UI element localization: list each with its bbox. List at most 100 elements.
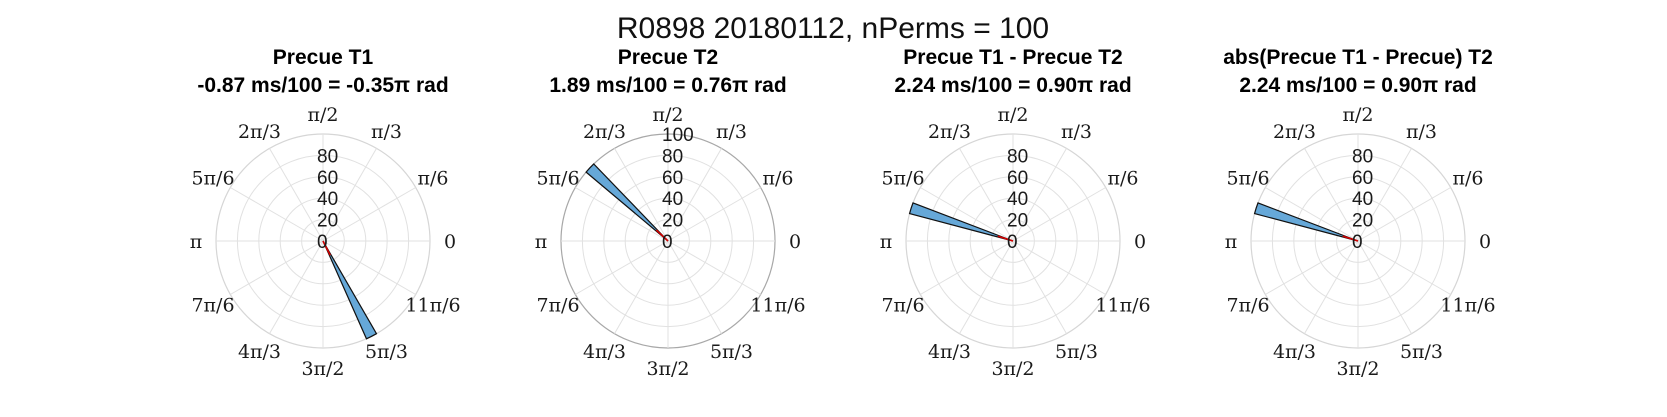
theta-tick-label: 0	[1134, 231, 1146, 253]
polar-chart-4: abs(Precue T1 - Precue) T2 2.24 ms/100 = …	[1223, 46, 1495, 380]
mean-angle-line	[1342, 235, 1359, 242]
chart-title: Precue T1	[273, 46, 374, 69]
chart-title: Precue T2	[618, 46, 718, 69]
r-tick-label: 20	[317, 211, 338, 232]
theta-tick-label: 5π/3	[710, 341, 753, 363]
theta-grid-spoke	[269, 240, 324, 334]
theta-grid-spoke	[1012, 240, 1067, 334]
histogram-wedge	[908, 202, 1014, 242]
r-tick-label: 40	[1352, 189, 1373, 210]
theta-grid-spoke	[230, 187, 324, 242]
mean-angle-line	[997, 235, 1014, 242]
theta-tick-label: π/2	[1343, 104, 1374, 126]
theta-tick-label: 5π/3	[1055, 341, 1098, 363]
theta-tick-label: 4π/3	[928, 341, 971, 363]
theta-tick-label: π/3	[1406, 121, 1437, 143]
theta-grid-spoke	[1265, 187, 1359, 242]
theta-tick-label: 11π/6	[750, 295, 805, 317]
theta-grid-spoke	[575, 240, 669, 295]
theta-grid-spoke	[1357, 148, 1412, 242]
theta-grid-spoke	[667, 240, 722, 334]
theta-grid-spoke	[920, 240, 1014, 295]
histogram-wedge	[1253, 202, 1359, 242]
theta-grid-spoke	[1304, 148, 1359, 242]
r-tick-label: 0	[662, 232, 673, 253]
theta-tick-label: 5π/6	[536, 168, 579, 190]
theta-tick-label: π/3	[371, 121, 402, 143]
polar-chart-1: Precue T1 -0.87 ms/100 = -0.35π rad 0 π/6 π/…	[190, 46, 461, 380]
theta-tick-label: 0	[789, 231, 801, 253]
theta-grid-spoke	[959, 148, 1014, 242]
theta-tick-label: 5π/3	[1400, 341, 1443, 363]
theta-grid-spoke	[667, 148, 722, 242]
theta-grid-spoke	[1357, 240, 1451, 295]
theta-tick-label: 3π/2	[1336, 358, 1379, 380]
chart-subtitle: 2.24 ms/100 = 0.90π rad	[1239, 74, 1476, 97]
theta-tick-label: π/6	[417, 168, 448, 190]
theta-tick-label: 2π/3	[1273, 121, 1316, 143]
theta-tick-label: π/3	[1061, 121, 1092, 143]
chart-title: abs(Precue T1 - Precue) T2	[1223, 46, 1493, 69]
chart-subtitle: -0.87 ms/100 = -0.35π rad	[197, 74, 448, 97]
r-tick-label: 60	[1352, 168, 1373, 189]
r-tick-label: 0	[1007, 232, 1018, 253]
theta-grid-spoke	[614, 240, 669, 334]
theta-tick-label: 7π/6	[191, 295, 234, 317]
chart-title: Precue T1 - Precue T2	[903, 46, 1122, 69]
r-tick-label: 60	[317, 168, 338, 189]
theta-tick-label: 3π/2	[991, 358, 1034, 380]
theta-tick-label: π/2	[998, 104, 1029, 126]
theta-grid-spoke	[667, 187, 761, 242]
theta-tick-label: π/6	[1107, 168, 1138, 190]
figure-title: R0898 20180112, nPerms = 100	[617, 12, 1049, 45]
theta-tick-label: π/6	[762, 168, 793, 190]
theta-grid-spoke	[920, 187, 1014, 242]
r-tick-label: 80	[1352, 146, 1373, 167]
theta-tick-label: 5π/6	[191, 168, 234, 190]
theta-grid-spoke	[1357, 240, 1412, 334]
theta-grid-spoke	[322, 240, 416, 295]
theta-tick-label: 7π/6	[881, 295, 924, 317]
r-tick-label: 80	[317, 146, 338, 167]
r-tick-label: 80	[662, 146, 683, 167]
chart-subtitle: 1.89 ms/100 = 0.76π rad	[549, 74, 786, 97]
theta-grid-spoke	[1012, 148, 1067, 242]
theta-tick-label: 2π/3	[238, 121, 281, 143]
theta-tick-label: 5π/6	[1226, 168, 1269, 190]
theta-tick-label: 11π/6	[405, 295, 460, 317]
theta-tick-label: 5π/6	[881, 168, 924, 190]
histogram-wedge	[585, 163, 669, 242]
theta-grid-spoke	[1304, 240, 1359, 334]
theta-tick-label: 3π/2	[301, 358, 344, 380]
theta-tick-label: 2π/3	[928, 121, 971, 143]
chart-subtitle: 2.24 ms/100 = 0.90π rad	[894, 74, 1131, 97]
theta-tick-label: 4π/3	[583, 341, 626, 363]
theta-tick-label: π	[535, 231, 548, 253]
theta-grid-spoke	[269, 148, 324, 242]
theta-tick-label: π/2	[308, 104, 339, 126]
theta-grid-spoke	[959, 240, 1014, 334]
theta-tick-label: 7π/6	[536, 295, 579, 317]
r-tick-label: 0	[317, 232, 328, 253]
theta-grid-spoke	[1265, 240, 1359, 295]
polar-chart-2: Precue T2 1.89 ms/100 = 0.76π rad 0 π/6 π/3 π…	[535, 46, 806, 380]
theta-grid-spoke	[1357, 187, 1451, 242]
theta-tick-label: 11π/6	[1440, 295, 1495, 317]
theta-tick-label: π	[1225, 231, 1238, 253]
theta-tick-label: π/2	[653, 104, 684, 126]
theta-tick-label: 0	[1479, 231, 1491, 253]
r-tick-label: 40	[1007, 189, 1028, 210]
theta-grid-spoke	[230, 240, 324, 295]
theta-tick-label: 0	[444, 231, 456, 253]
mean-angle-line	[322, 240, 331, 256]
r-tick-label: 20	[662, 211, 683, 232]
r-tick-label: 100	[662, 125, 694, 146]
theta-tick-label: π	[880, 231, 893, 253]
theta-tick-label: π/6	[1452, 168, 1483, 190]
theta-tick-label: 7π/6	[1226, 295, 1269, 317]
theta-tick-label: π	[190, 231, 203, 253]
theta-grid-spoke	[667, 240, 761, 295]
r-tick-label: 40	[662, 189, 683, 210]
theta-grid-spoke	[575, 187, 669, 242]
